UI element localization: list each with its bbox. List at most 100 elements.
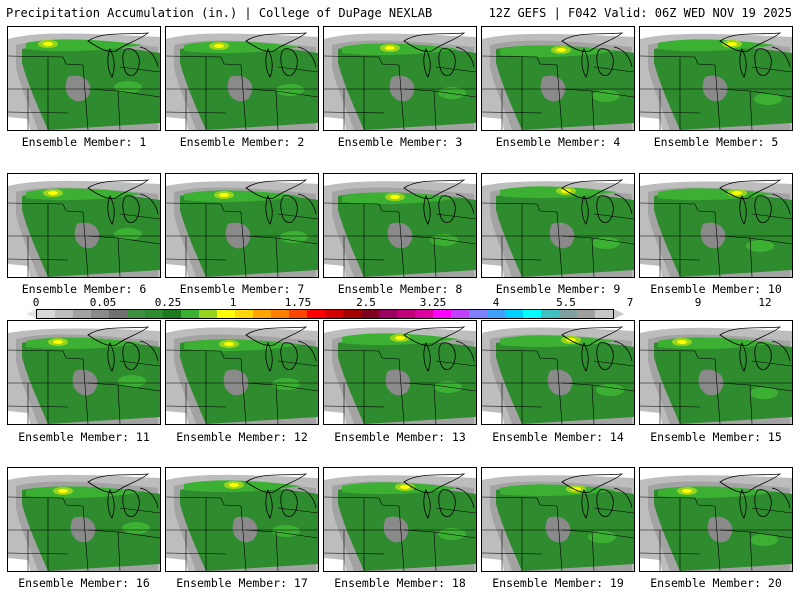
precip-map-image	[482, 27, 634, 130]
colorbar-swatch	[505, 310, 523, 318]
precip-map-image	[482, 468, 634, 571]
page-title: Precipitation Accumulation (in.) | Colle…	[6, 6, 433, 20]
ensemble-member-label: Ensemble Member: 10	[650, 282, 782, 296]
ensemble-member-label: Ensemble Member: 5	[653, 135, 779, 149]
colorbar-swatch	[109, 310, 127, 318]
colorbar-swatch	[181, 310, 199, 318]
ensemble-member-label: Ensemble Member: 19	[492, 576, 624, 590]
precip-map-image	[8, 321, 160, 424]
precip-map-image	[166, 321, 318, 424]
precip-map-image	[640, 27, 792, 130]
colorbar-swatch	[379, 310, 397, 318]
run-valid-time: 12Z GEFS | F042 Valid: 06Z WED NOV 19 20…	[488, 6, 792, 20]
ensemble-map-14	[481, 320, 635, 425]
ensemble-map-1	[7, 26, 161, 131]
colorbar-tick-label: 9	[694, 296, 702, 309]
colorbar-swatch	[91, 310, 109, 318]
ensemble-member-label: Ensemble Member: 14	[492, 430, 624, 444]
colorbar-swatch	[559, 310, 577, 318]
colorbar-tick-label: 0	[32, 296, 40, 309]
colorbar-tick-label: 7	[626, 296, 634, 309]
ensemble-member-label: Ensemble Member: 6	[21, 282, 147, 296]
colorbar-tick-label: 0.05	[89, 296, 117, 309]
ensemble-member-label: Ensemble Member: 15	[650, 430, 782, 444]
ensemble-member-label: Ensemble Member: 1	[21, 135, 147, 149]
precip-map-image	[640, 321, 792, 424]
colorbar-tick-label: 2.5	[356, 296, 376, 309]
precip-map-image	[8, 468, 160, 571]
precip-map-image	[482, 321, 634, 424]
colorbar-swatch	[325, 310, 343, 318]
colorbar-swatch	[541, 310, 559, 318]
colorbar-swatch	[577, 310, 595, 318]
colorbar-swatch	[289, 310, 307, 318]
colorbar-swatch	[163, 310, 181, 318]
precip-map-image	[8, 27, 160, 130]
colorbar-swatch	[217, 310, 235, 318]
ensemble-member-label: Ensemble Member: 9	[495, 282, 621, 296]
colorbar-swatch	[37, 310, 55, 318]
precip-map-image	[166, 468, 318, 571]
ensemble-member-label: Ensemble Member: 18	[334, 576, 466, 590]
precip-map-image	[482, 174, 634, 277]
colorbar-swatch	[469, 310, 487, 318]
precip-map-image	[324, 468, 476, 571]
colorbar-swatch	[361, 310, 379, 318]
precip-map-image	[640, 468, 792, 571]
ensemble-member-label: Ensemble Member: 16	[18, 576, 150, 590]
ensemble-member-label: Ensemble Member: 2	[179, 135, 305, 149]
colorbar-tick-label: 4	[492, 296, 500, 309]
ensemble-member-label: Ensemble Member: 11	[18, 430, 150, 444]
ensemble-map-20	[639, 467, 793, 572]
colorbar-swatch	[451, 310, 469, 318]
precip-map-image	[324, 321, 476, 424]
ensemble-map-4	[481, 26, 635, 131]
colorbar-swatch	[415, 310, 433, 318]
colorbar-swatch	[271, 310, 289, 318]
ensemble-map-11	[7, 320, 161, 425]
ensemble-map-18	[323, 467, 477, 572]
colorbar-tick-label: 5.5	[556, 296, 576, 309]
colorbar-tick-label: 1.75	[284, 296, 312, 309]
colorbar-swatch	[253, 310, 271, 318]
ensemble-member-label: Ensemble Member: 7	[179, 282, 305, 296]
precip-map-image	[166, 174, 318, 277]
ensemble-map-6	[7, 173, 161, 278]
colorbar-swatch	[199, 310, 217, 318]
colorbar-tick-label: 3.25	[419, 296, 447, 309]
colorbar-swatch	[145, 310, 163, 318]
colorbar-tick-label: 1	[229, 296, 237, 309]
ensemble-map-9	[481, 173, 635, 278]
ensemble-map-19	[481, 467, 635, 572]
ensemble-map-2	[165, 26, 319, 131]
colorbar-swatch	[595, 310, 613, 318]
colorbar-swatch	[523, 310, 541, 318]
colorbar-swatch	[235, 310, 253, 318]
ensemble-member-label: Ensemble Member: 8	[337, 282, 463, 296]
ensemble-map-8	[323, 173, 477, 278]
ensemble-map-12	[165, 320, 319, 425]
precip-map-image	[324, 174, 476, 277]
colorbar-swatch	[487, 310, 505, 318]
precip-map-image	[8, 174, 160, 277]
colorbar-right-arrow	[614, 309, 624, 319]
colorbar-swatch	[127, 310, 145, 318]
colorbar-swatch	[73, 310, 91, 318]
colorbar-tick-label: 12	[758, 296, 772, 309]
precip-map-image	[324, 27, 476, 130]
ensemble-map-10	[639, 173, 793, 278]
ensemble-member-label: Ensemble Member: 3	[337, 135, 463, 149]
precip-map-image	[166, 27, 318, 130]
ensemble-member-label: Ensemble Member: 20	[650, 576, 782, 590]
ensemble-member-label: Ensemble Member: 17	[176, 576, 308, 590]
colorbar-swatch	[433, 310, 451, 318]
colorbar-swatch	[343, 310, 361, 318]
ensemble-member-label: Ensemble Member: 12	[176, 430, 308, 444]
precip-map-image	[640, 174, 792, 277]
ensemble-map-5	[639, 26, 793, 131]
ensemble-member-label: Ensemble Member: 13	[334, 430, 466, 444]
colorbar	[36, 309, 614, 319]
ensemble-member-label: Ensemble Member: 4	[495, 135, 621, 149]
ensemble-map-15	[639, 320, 793, 425]
colorbar-swatch	[307, 310, 325, 318]
